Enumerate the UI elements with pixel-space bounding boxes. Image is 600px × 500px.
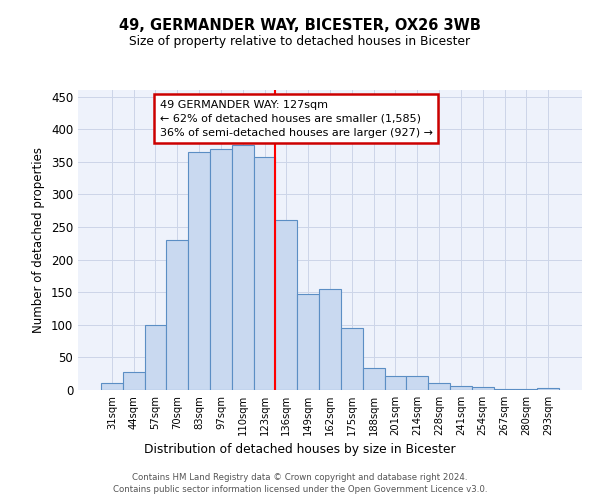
Bar	[515, 388, 537, 390]
Bar	[472, 386, 494, 390]
Text: 49 GERMANDER WAY: 127sqm
← 62% of detached houses are smaller (1,585)
36% of sem: 49 GERMANDER WAY: 127sqm ← 62% of detach…	[160, 100, 433, 138]
Bar	[406, 376, 428, 390]
Bar	[450, 386, 472, 390]
Text: Contains public sector information licensed under the Open Government Licence v3: Contains public sector information licen…	[113, 485, 487, 494]
Bar	[101, 384, 123, 390]
Bar	[428, 383, 450, 390]
Y-axis label: Number of detached properties: Number of detached properties	[32, 147, 46, 333]
Bar	[166, 240, 188, 390]
Bar	[494, 388, 515, 390]
Bar	[210, 148, 232, 390]
Bar	[319, 289, 341, 390]
Bar	[254, 156, 275, 390]
Text: Contains HM Land Registry data © Crown copyright and database right 2024.: Contains HM Land Registry data © Crown c…	[132, 472, 468, 482]
Bar	[537, 388, 559, 390]
Text: Size of property relative to detached houses in Bicester: Size of property relative to detached ho…	[130, 35, 470, 48]
Bar	[341, 328, 363, 390]
Text: 49, GERMANDER WAY, BICESTER, OX26 3WB: 49, GERMANDER WAY, BICESTER, OX26 3WB	[119, 18, 481, 32]
Bar	[363, 368, 385, 390]
Bar	[385, 376, 406, 390]
Bar	[145, 325, 166, 390]
Bar	[188, 152, 210, 390]
Bar	[275, 220, 297, 390]
Bar	[232, 146, 254, 390]
Bar	[123, 372, 145, 390]
Bar	[297, 294, 319, 390]
Text: Distribution of detached houses by size in Bicester: Distribution of detached houses by size …	[144, 442, 456, 456]
